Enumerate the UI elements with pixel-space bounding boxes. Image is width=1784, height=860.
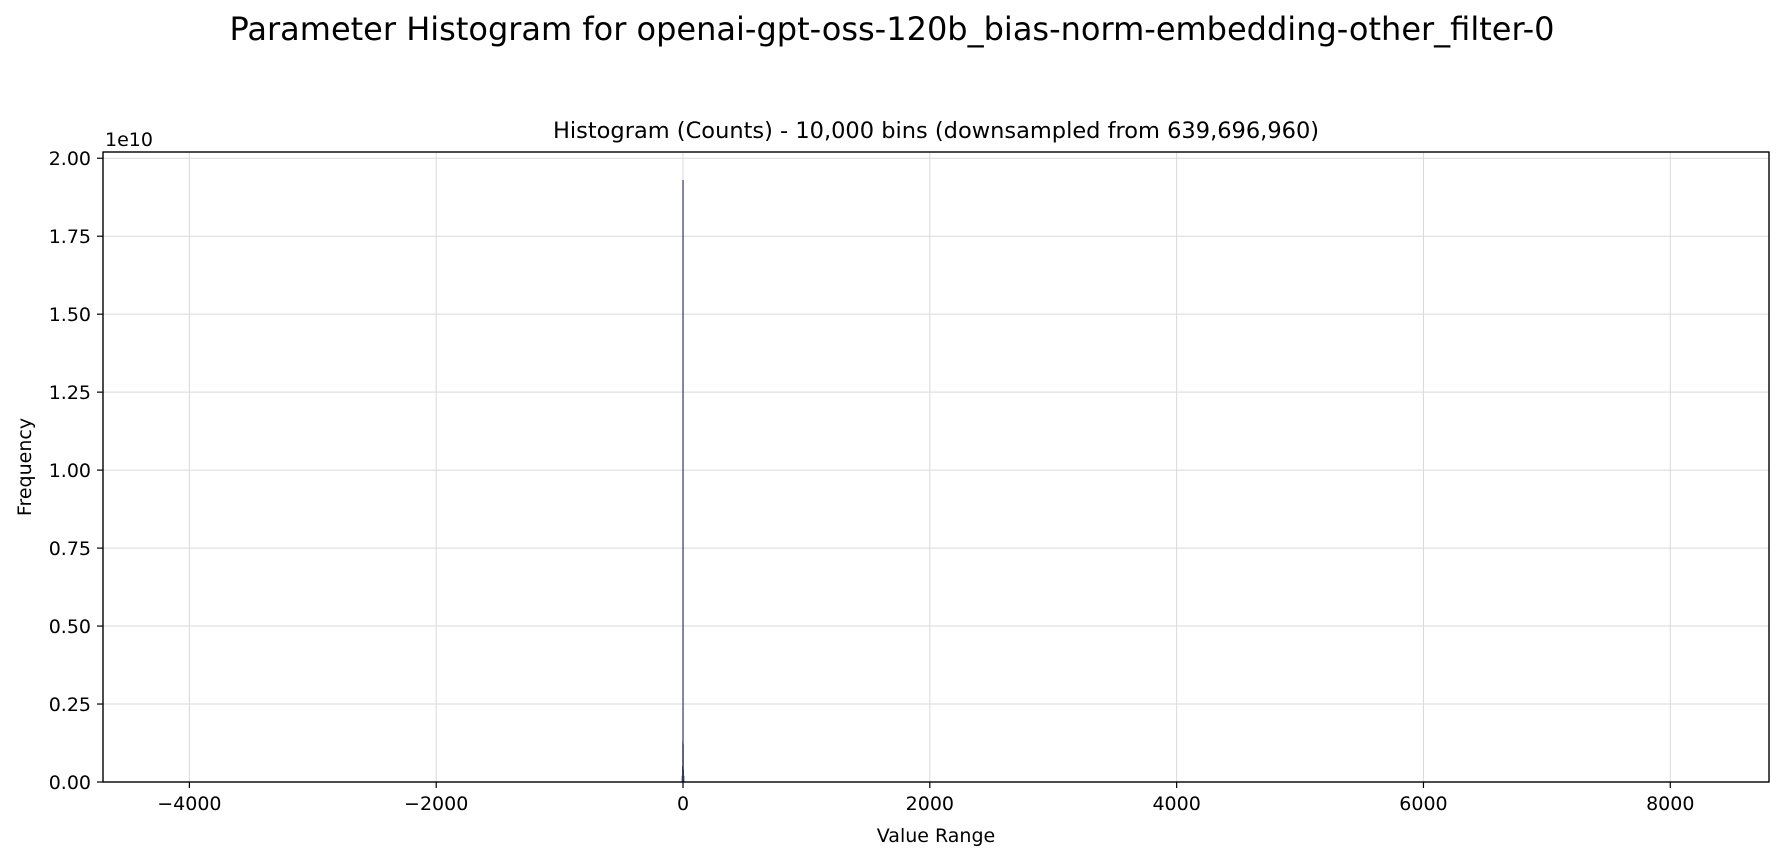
x-tick-label: −2000	[404, 793, 468, 815]
y-tick-label: 0.75	[49, 538, 91, 560]
y-axis-offset-label: 1e10	[105, 129, 153, 151]
histogram-bar	[682, 180, 684, 782]
x-tick-label: −4000	[157, 793, 221, 815]
x-axis-label: Value Range	[877, 825, 995, 847]
x-tick-label: 2000	[906, 793, 954, 815]
chart-title: Parameter Histogram for openai-gpt-oss-1…	[230, 10, 1555, 48]
x-tick-label: 4000	[1152, 793, 1200, 815]
y-tick-label: 1.00	[49, 460, 91, 482]
y-axis-ticks: 0.00 0.25 0.50 0.75 1.00 1.25 1.50 1.75 2.00	[49, 148, 103, 794]
y-tick-label: 0.50	[49, 616, 91, 638]
x-tick-label: 8000	[1646, 793, 1694, 815]
y-tick-label: 1.75	[49, 226, 91, 248]
x-tick-label: 6000	[1399, 793, 1447, 815]
y-tick-label: 0.00	[49, 772, 91, 794]
axes-subtitle: Histogram (Counts) - 10,000 bins (downsa…	[553, 118, 1319, 144]
histogram-bar	[683, 775, 685, 782]
plot-area-frame	[102, 151, 1770, 783]
histogram-bars	[681, 180, 685, 782]
x-axis-ticks: −4000 −2000 0 2000 4000 6000 8000	[157, 782, 1694, 815]
y-tick-label: 0.25	[49, 694, 91, 716]
y-tick-label: 2.00	[49, 148, 91, 170]
y-axis-label: Frequency	[14, 418, 36, 516]
y-tick-label: 1.50	[49, 304, 91, 326]
y-tick-label: 1.25	[49, 382, 91, 404]
histogram-bar	[682, 744, 684, 782]
x-tick-label: 0	[677, 793, 689, 815]
